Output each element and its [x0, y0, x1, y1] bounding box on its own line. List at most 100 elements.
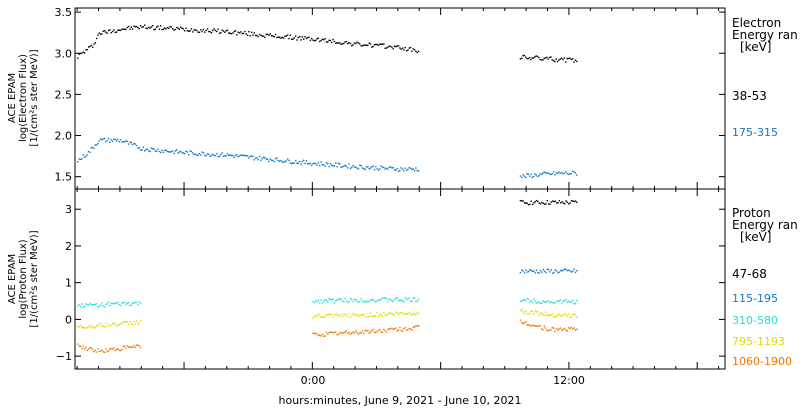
data-point: [117, 301, 119, 303]
data-point: [162, 28, 165, 30]
data-point: [522, 270, 524, 272]
data-point: [189, 150, 191, 152]
data-point: [527, 173, 529, 175]
data-point: [85, 327, 87, 329]
data-point: [225, 30, 227, 32]
data-point: [574, 200, 577, 202]
data-point: [531, 301, 533, 304]
data-point: [78, 326, 80, 328]
data-point: [529, 312, 531, 315]
data-point: [333, 331, 336, 333]
data-point: [168, 27, 170, 29]
data-point: [561, 329, 563, 331]
data-point: [381, 315, 384, 317]
data-point: [224, 155, 226, 157]
data-point: [538, 56, 540, 59]
data-point: [360, 165, 362, 167]
data-point: [540, 328, 543, 330]
data-point: [540, 312, 543, 314]
x-tick-label-0000: 0:00: [301, 374, 326, 387]
data-point: [177, 152, 179, 154]
data-point: [416, 169, 418, 172]
data-point: [557, 329, 559, 331]
data-point: [548, 173, 551, 175]
data-point: [206, 153, 209, 155]
data-point: [543, 314, 545, 317]
data-point: [569, 57, 571, 59]
data-point: [339, 298, 341, 300]
data-point: [353, 166, 356, 168]
data-point: [93, 43, 95, 45]
data-point: [522, 311, 524, 313]
data-point: [115, 140, 118, 142]
data-point: [131, 143, 134, 146]
data-point: [371, 315, 373, 318]
data-point: [93, 326, 95, 328]
data-point: [101, 325, 103, 327]
data-point: [352, 44, 354, 46]
data-point: [576, 270, 578, 272]
data-point: [557, 314, 559, 316]
data-point: [126, 321, 128, 323]
data-point: [91, 327, 94, 329]
data-point: [323, 164, 325, 166]
data-point: [367, 329, 369, 332]
data-point: [387, 313, 389, 316]
data-point: [300, 163, 302, 165]
data-point: [226, 153, 229, 155]
data-point: [95, 351, 98, 353]
data-point: [530, 310, 532, 312]
data-point: [129, 141, 131, 143]
data-point: [212, 153, 214, 155]
data-point: [257, 35, 259, 38]
data-point: [572, 58, 574, 60]
data-point: [565, 299, 567, 301]
data-point: [385, 331, 388, 333]
data-point: [331, 41, 333, 44]
data-point: [328, 332, 330, 334]
data-point: [411, 300, 413, 303]
data-point: [260, 34, 262, 37]
data-point: [121, 348, 123, 350]
data-point: [90, 44, 93, 47]
data-point: [170, 26, 173, 28]
data-point: [546, 56, 548, 59]
data-point: [570, 200, 573, 202]
data-point: [217, 155, 219, 158]
data-point: [329, 298, 332, 301]
data-point: [392, 328, 394, 331]
data-point: [565, 329, 567, 331]
data-point: [312, 301, 314, 303]
data-point: [373, 300, 376, 302]
data-point: [164, 27, 166, 29]
data-point: [393, 45, 396, 48]
data-point: [365, 166, 368, 168]
data-point: [146, 27, 148, 30]
data-point: [576, 299, 578, 302]
data-point: [86, 349, 88, 352]
data-point: [118, 303, 120, 306]
data-point: [336, 166, 338, 168]
data-point: [416, 312, 418, 314]
electron-ylabel-line-3: [1/(cm²s ster MeV)]: [29, 49, 40, 146]
data-point: [417, 313, 420, 315]
data-point: [569, 173, 571, 175]
electron-legend-unit: [keV]: [740, 40, 771, 54]
data-point: [122, 141, 124, 143]
data-point: [315, 39, 317, 42]
data-point: [573, 171, 575, 173]
data-point: [411, 168, 413, 170]
data-point: [289, 162, 291, 164]
data-point: [396, 312, 398, 314]
data-point: [265, 158, 267, 160]
data-point: [531, 57, 533, 59]
data-point: [303, 38, 305, 40]
data-point: [82, 306, 84, 308]
data-point: [114, 349, 116, 352]
data-point: [413, 297, 416, 299]
data-point: [539, 270, 542, 272]
data-point: [149, 27, 151, 29]
data-point: [276, 157, 278, 159]
data-point: [546, 200, 548, 202]
data-point: [407, 313, 409, 315]
